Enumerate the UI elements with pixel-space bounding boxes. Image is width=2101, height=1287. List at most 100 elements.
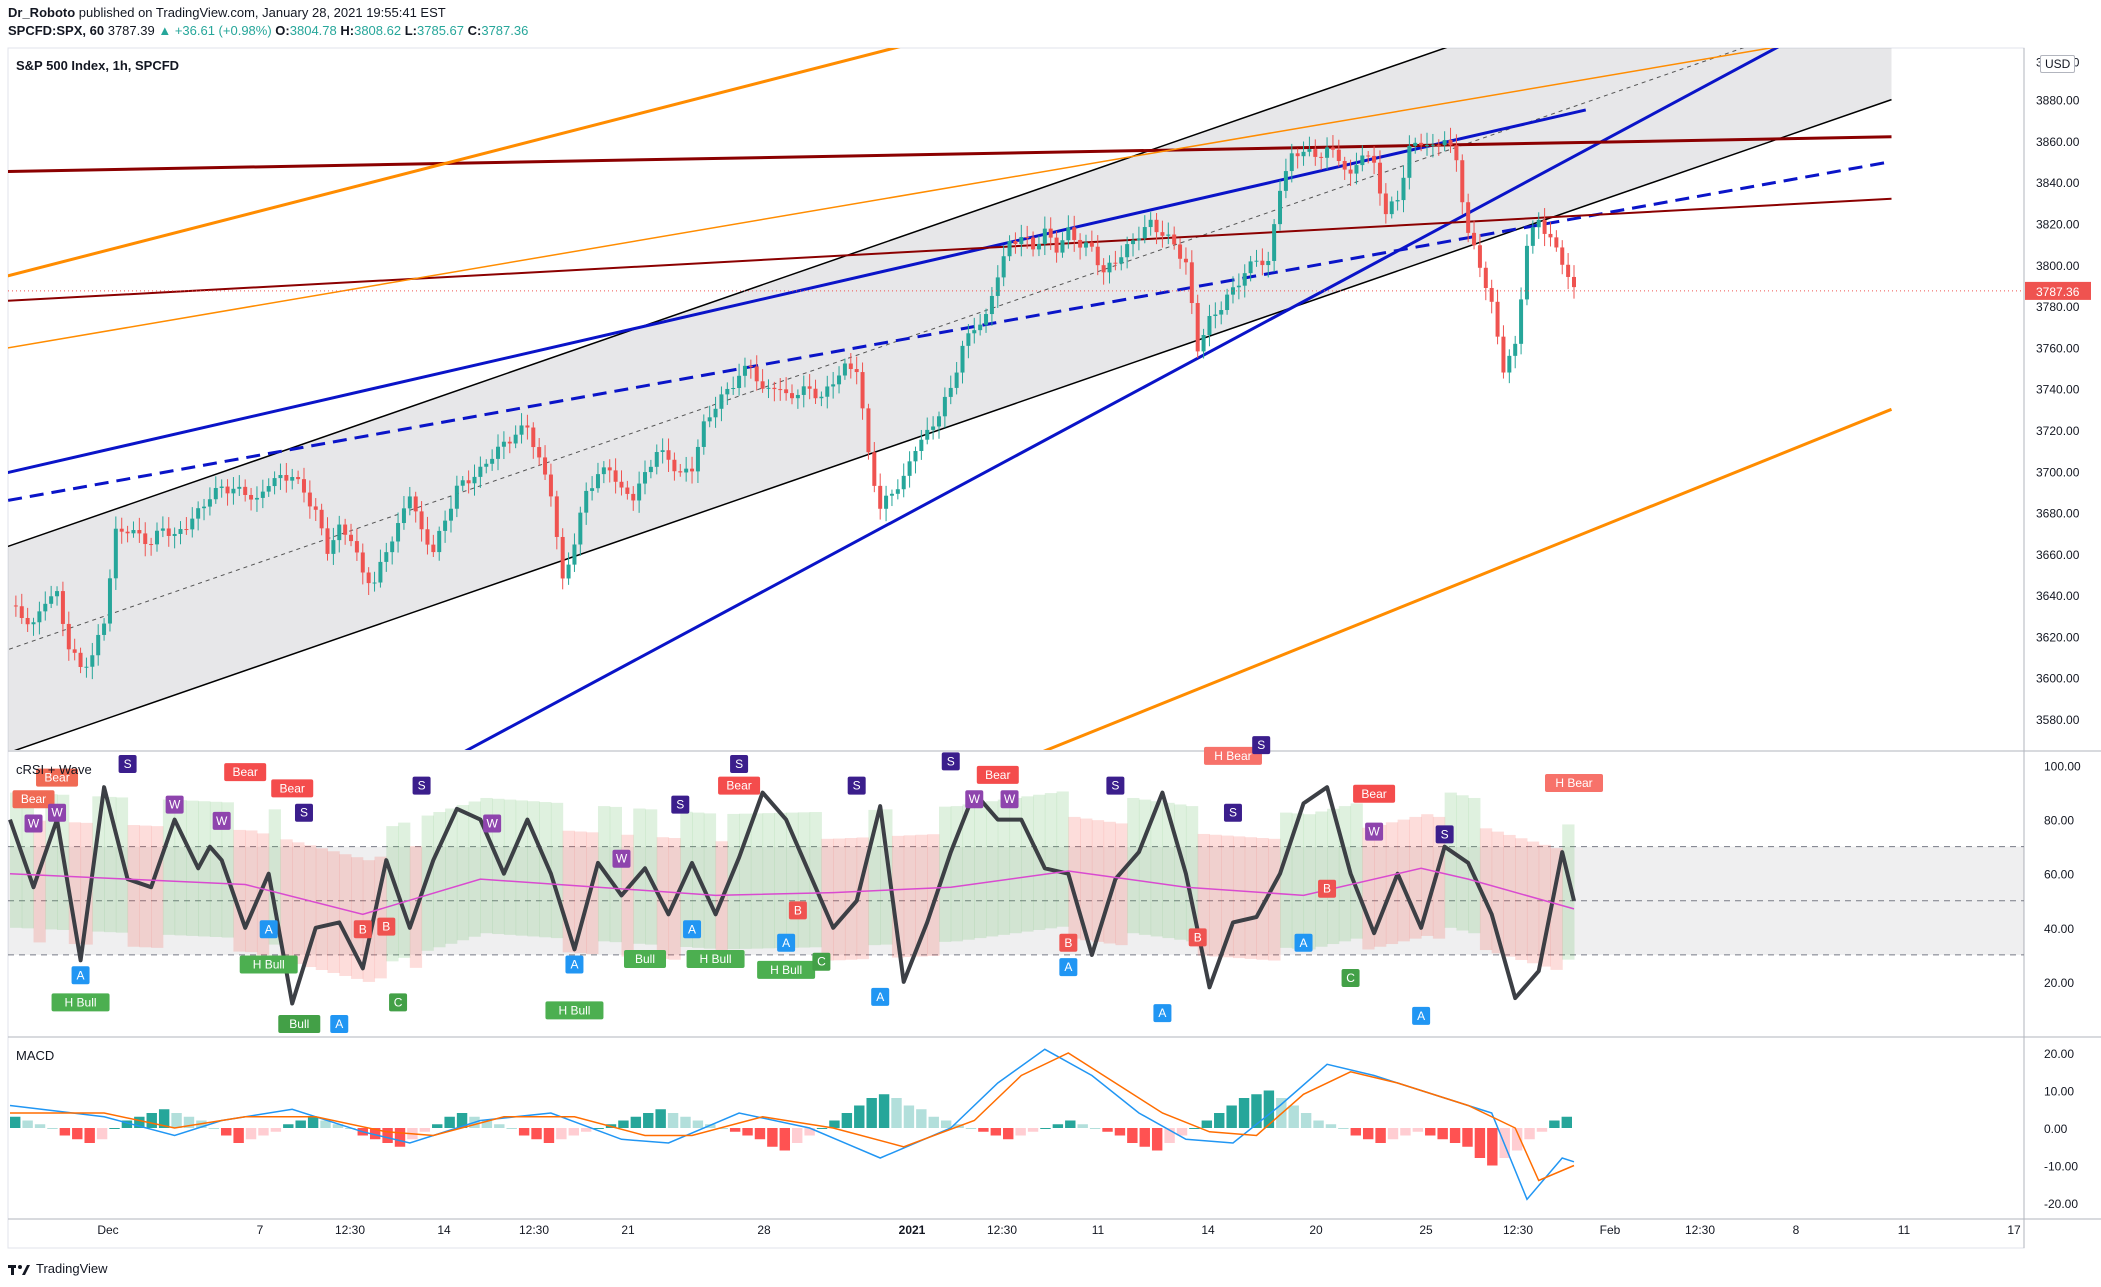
tradingview-logo-icon bbox=[8, 1262, 30, 1276]
time-tick-label: 8 bbox=[1793, 1223, 1800, 1237]
candle-body bbox=[231, 488, 236, 494]
macd-histogram-bar bbox=[1425, 1128, 1436, 1136]
candle-body bbox=[1242, 273, 1247, 286]
candle-body bbox=[460, 480, 465, 486]
candle-body bbox=[590, 488, 595, 491]
macd-histogram-bar bbox=[1387, 1128, 1399, 1140]
candle-body bbox=[807, 386, 812, 389]
candle-body bbox=[1395, 200, 1400, 202]
crsi-wave-fill bbox=[797, 812, 811, 948]
bear-label-text: Bear bbox=[726, 779, 751, 793]
macd-histogram-bar bbox=[1102, 1128, 1113, 1132]
candle-body bbox=[160, 528, 165, 531]
b-signal-label-text: B bbox=[794, 903, 802, 917]
macd-histogram-bar bbox=[667, 1113, 679, 1128]
price-tick-label: 3780.00 bbox=[2036, 300, 2080, 314]
bear-label bbox=[718, 776, 761, 795]
blue-dashed-median bbox=[8, 160, 1892, 502]
candle-body bbox=[695, 446, 700, 472]
crsi-wave-fill bbox=[809, 812, 822, 948]
candle-body bbox=[819, 396, 824, 399]
macd-tick-label: 10.00 bbox=[2044, 1085, 2074, 1099]
candle-body bbox=[742, 365, 747, 376]
orange-lower-line bbox=[1042, 407, 1893, 750]
candle-body bbox=[1189, 262, 1194, 304]
crsi-wave-fill bbox=[1550, 848, 1563, 970]
s-signal-label bbox=[294, 803, 313, 822]
macd-histogram-bar bbox=[854, 1105, 865, 1128]
hbull-label-text: H Bull bbox=[253, 957, 285, 971]
macd-histogram-bar bbox=[1089, 1128, 1101, 1129]
low-value: 3785.67 bbox=[417, 23, 464, 38]
price-tick-label: 3640.00 bbox=[2036, 589, 2080, 603]
macd-histogram-bar bbox=[1375, 1128, 1386, 1143]
candle-body bbox=[913, 450, 918, 462]
candle-body bbox=[1501, 336, 1506, 373]
s-signal-label-text: S bbox=[947, 754, 955, 768]
crsi-wave-fill bbox=[550, 802, 564, 939]
candle-body bbox=[219, 486, 224, 488]
footer-brand[interactable]: TradingView bbox=[8, 1261, 108, 1276]
candle-body bbox=[1289, 153, 1294, 172]
candle-body bbox=[1307, 149, 1312, 152]
candle-body bbox=[1054, 237, 1059, 253]
candle-body bbox=[566, 564, 571, 579]
crsi-wave-fill bbox=[33, 820, 46, 943]
crsi-wave-fill bbox=[233, 829, 246, 952]
time-tick-label: 12:30 bbox=[519, 1223, 549, 1237]
macd-histogram-bar bbox=[84, 1128, 95, 1143]
resistance-line bbox=[8, 135, 1892, 173]
candle-body bbox=[1042, 228, 1047, 244]
crsi-wave-fill bbox=[80, 822, 93, 945]
candle-body bbox=[801, 386, 806, 395]
candle-body bbox=[1278, 190, 1283, 225]
candle-body bbox=[1031, 237, 1036, 250]
candle-body bbox=[1260, 260, 1265, 266]
candle-body bbox=[1507, 355, 1512, 373]
chart-canvas[interactable]: 3580.00 3600.00 3620.00 3640.00 3660.00 3680.… bbox=[0, 0, 2101, 1250]
candle-body bbox=[619, 481, 624, 488]
crsi-wave-fill bbox=[1209, 834, 1222, 957]
candle-body bbox=[660, 450, 665, 453]
macd-histogram-bar bbox=[829, 1120, 840, 1128]
crsi-wave-fill bbox=[1362, 827, 1375, 950]
macd-histogram-bar bbox=[245, 1128, 257, 1140]
candle-body bbox=[113, 528, 118, 579]
candle-body bbox=[1536, 219, 1541, 228]
macd-histogram-bar bbox=[1003, 1128, 1014, 1140]
candle-body bbox=[1360, 155, 1365, 166]
w-signal-label bbox=[965, 790, 984, 809]
a-signal-label-text: A bbox=[265, 922, 273, 936]
crsi-wave-fill bbox=[1162, 802, 1175, 939]
a-signal-label-text: A bbox=[570, 957, 578, 971]
time-tick-label: 12:30 bbox=[1685, 1223, 1715, 1237]
candle-body bbox=[137, 530, 142, 534]
candle-body bbox=[1407, 145, 1412, 178]
candle-body bbox=[349, 534, 354, 542]
a-signal-label bbox=[683, 920, 702, 939]
currency-label[interactable]: USD bbox=[2040, 55, 2076, 73]
candle-body bbox=[678, 471, 683, 473]
crsi-wave-fill bbox=[327, 851, 340, 973]
candle-body bbox=[972, 330, 977, 334]
time-tick-label: Feb bbox=[1600, 1223, 1621, 1237]
price-tick-label: 3760.00 bbox=[2036, 341, 2080, 355]
candle-body bbox=[525, 425, 530, 428]
crsi-wave-fill bbox=[1468, 797, 1481, 934]
candle-body bbox=[337, 524, 342, 541]
candle-body bbox=[1136, 238, 1141, 241]
s-signal-label bbox=[730, 755, 749, 774]
macd-histogram-bar bbox=[1511, 1128, 1523, 1151]
candle-body bbox=[1466, 202, 1471, 233]
macd-histogram-bar bbox=[233, 1128, 244, 1143]
candle-body bbox=[1366, 155, 1371, 157]
time-tick-label: 11 bbox=[1092, 1223, 1105, 1237]
candle-body bbox=[1336, 149, 1341, 161]
candle-body bbox=[901, 475, 906, 490]
macd-histogram-bar bbox=[1052, 1124, 1064, 1128]
candle-body bbox=[707, 417, 712, 422]
macd-line bbox=[9, 1048, 1575, 1201]
candle-body bbox=[754, 366, 759, 382]
candle-body bbox=[1083, 242, 1088, 248]
publisher-name[interactable]: Dr_Roboto bbox=[8, 5, 76, 20]
